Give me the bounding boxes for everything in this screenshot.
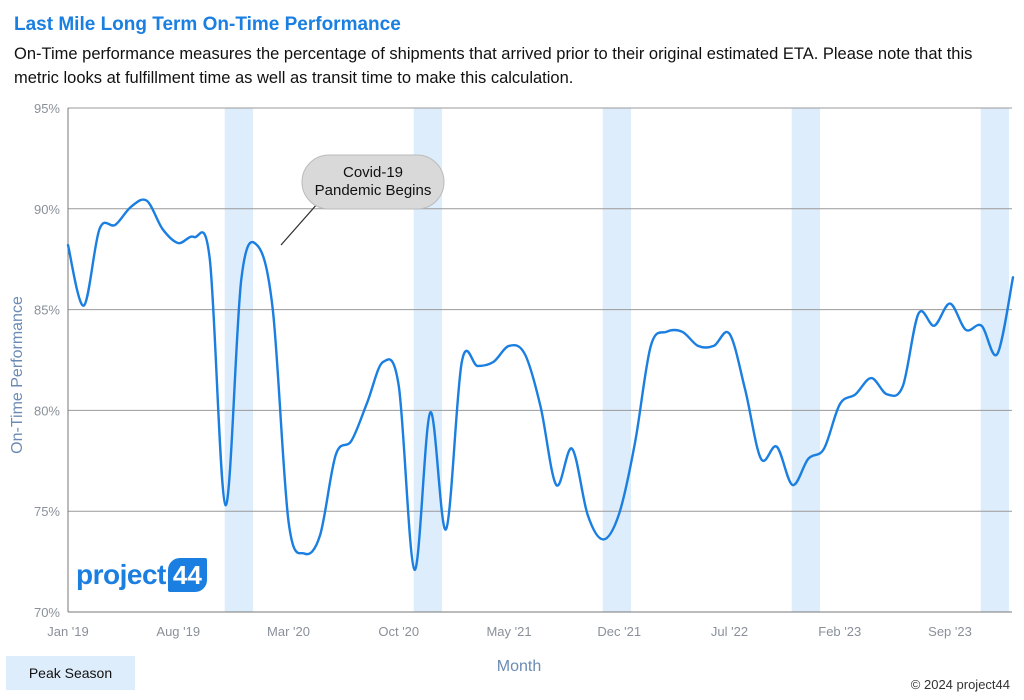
- annotation-bubble: [301, 154, 445, 210]
- y-axis-label: On-Time Performance: [9, 296, 26, 454]
- x-axis-ticks: Jan '19 Aug '19 Mar '20 Oct '20 May '21 Dec '…: [47, 624, 972, 639]
- x-tick-label: Feb '23: [818, 624, 861, 639]
- copyright: © 2024 project44: [910, 677, 1010, 692]
- y-tick-label: 85%: [34, 303, 60, 318]
- y-tick-label: 70%: [34, 605, 60, 620]
- annotation-pointer: [280, 202, 319, 246]
- x-tick-label: Dec '21: [597, 624, 641, 639]
- x-axis-label: Month: [497, 658, 541, 675]
- y-tick-label: 75%: [34, 504, 60, 519]
- chart-subtitle: On-Time performance measures the percent…: [14, 45, 973, 87]
- y-tick-label: 80%: [34, 403, 60, 418]
- gridlines: [67, 107, 1012, 613]
- peak-season-band: [980, 108, 1010, 612]
- x-tick-label: Sep '23: [928, 624, 972, 639]
- y-tick-label: 90%: [34, 202, 60, 217]
- logo-badge: 44: [167, 558, 207, 592]
- chart-title: Last Mile Long Term On-Time Performance: [14, 14, 401, 35]
- project44-logo: project 44: [76, 558, 207, 592]
- y-axis-ticks: 70% 75% 80% 85% 90% 95%: [34, 101, 60, 620]
- peak-season-band: [224, 108, 254, 612]
- logo-word: project: [76, 559, 166, 590]
- x-tick-label: Jul '22: [711, 624, 748, 639]
- x-tick-label: Aug '19: [156, 624, 200, 639]
- legend-label: Peak Season: [28, 665, 113, 681]
- x-tick-label: Mar '20: [267, 624, 310, 639]
- y-tick-label: 95%: [34, 101, 60, 116]
- annotation-line-1: Covid-19: [343, 164, 403, 181]
- annotation-line-2: Pandemic Begins: [315, 182, 432, 199]
- x-tick-label: May '21: [486, 624, 531, 639]
- series-line: [66, 198, 1015, 571]
- peak-season-band: [791, 108, 821, 612]
- peak-season-band: [602, 108, 632, 612]
- legend-peak-season: Peak Season: [6, 656, 135, 690]
- x-tick-label: Oct '20: [378, 624, 419, 639]
- covid-annotation: Covid-19 Pandemic Begins: [280, 154, 445, 246]
- x-tick-label: Jan '19: [47, 624, 89, 639]
